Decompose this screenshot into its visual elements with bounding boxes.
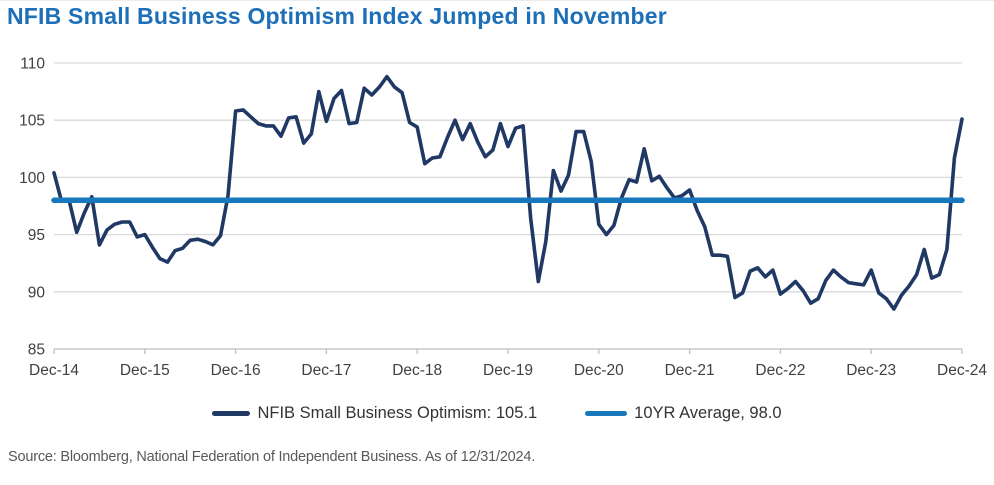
x-tick-label: Dec-15 [120,362,170,379]
legend-label-optimism: NFIB Small Business Optimism: 105.1 [257,404,538,422]
source-note: Source: Bloomberg, National Federation o… [8,449,536,465]
legend-item-optimism: NFIB Small Business Optimism: 105.1 [212,404,537,423]
navy-line-swatch [212,411,251,416]
line-chart: 85 90 95 100 105 110 Dec-14 Dec-15 Dec-16 Dec-17 D… [0,43,994,389]
x-tick-label: Dec-24 [937,362,987,379]
y-tick-label: 110 [20,56,45,73]
y-tick-label: 90 [28,284,46,301]
x-tick-label: Dec-22 [755,362,805,379]
x-tick-label: Dec-14 [29,362,79,379]
legend-label-average: 10YR Average, 98.0 [634,404,782,422]
series-line [52,74,964,311]
y-tick-label: 85 [28,342,45,359]
page-title: NFIB Small Business Optimism Index Jumpe… [7,3,667,29]
x-tick-label: Dec-23 [846,362,896,379]
x-tick-label: Dec-19 [483,362,533,379]
x-tick-label: Dec-16 [211,362,261,379]
chart-canvas: 85 90 95 100 105 110 Dec-14 Dec-15 Dec-16 Dec-17 D… [19,56,987,380]
x-tick-label: Dec-21 [665,362,715,379]
blue-line-swatch [585,411,628,416]
x-tick-label: Dec-18 [392,362,442,379]
x-tick-label: Dec-17 [301,362,351,379]
y-tick-label: 100 [19,170,45,187]
x-tick-label: Dec-20 [574,362,624,379]
legend: NFIB Small Business Optimism: 105.1 10YR… [0,404,994,423]
y-tick-label: 105 [19,113,45,130]
y-tick-label: 95 [28,227,45,244]
legend-item-average: 10YR Average, 98.0 [585,404,782,423]
